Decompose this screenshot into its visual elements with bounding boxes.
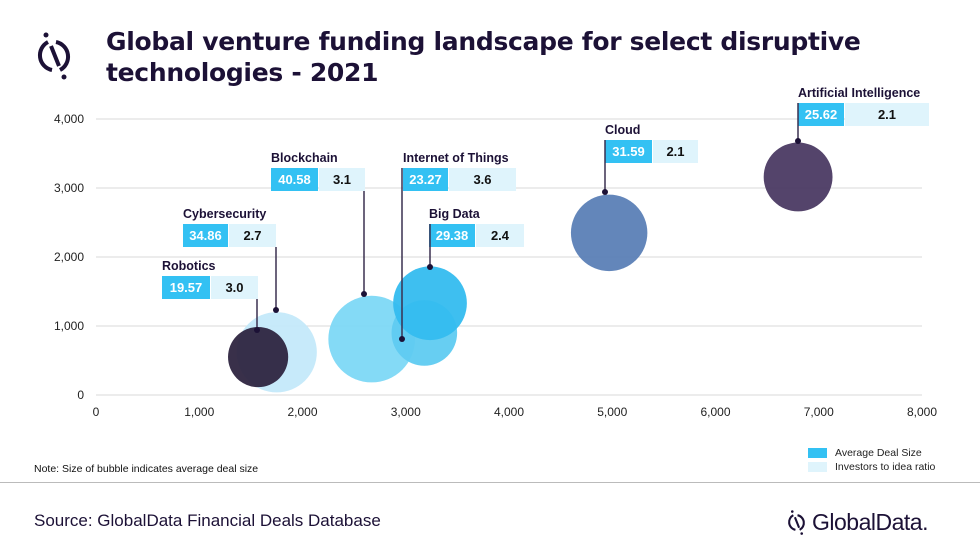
ratio-box	[319, 168, 365, 191]
ratio-box	[211, 276, 258, 299]
ratio-box	[653, 140, 698, 163]
legend: Average Deal Size Investors to idea rati…	[808, 446, 935, 474]
bubble-artificial-intelligence	[763, 142, 833, 212]
x-tick-label: 5,000	[597, 405, 627, 419]
y-tick-label: 3,000	[54, 181, 84, 195]
title-line-1: Global venture funding landscape for sel…	[106, 27, 861, 56]
chart-note: Note: Size of bubble indicates average d…	[34, 463, 259, 475]
globaldata-logo-icon	[788, 510, 805, 535]
x-tick-label: 6,000	[700, 405, 730, 419]
ratio-value: 2.4	[491, 228, 510, 243]
bubble-label: Internet of Things	[403, 151, 509, 165]
ratio-value: 2.1	[666, 144, 684, 159]
ratio-value: 3.1	[333, 172, 351, 187]
x-tick-label: 8,000	[907, 405, 937, 419]
legend-label: Investors to idea ratio	[835, 461, 936, 473]
deal-size-value: 25.62	[805, 107, 838, 122]
brand-name: GlobalData.	[812, 508, 928, 535]
ratio-box	[229, 224, 276, 247]
deal-size-box	[183, 224, 228, 247]
deal-size-box	[271, 168, 318, 191]
leader-dot	[795, 138, 801, 144]
source-text: Source: GlobalData Financial Deals Datab…	[34, 511, 381, 530]
bubble-label: Blockchain	[271, 151, 338, 165]
deal-size-value: 40.58	[278, 172, 311, 187]
bubble-label: Artificial Intelligence	[798, 86, 920, 100]
leader-dot	[273, 307, 279, 313]
y-tick-label: 1,000	[54, 319, 84, 333]
legend-item-deal-size: Average Deal Size	[808, 446, 935, 460]
bubble-cloud	[570, 194, 648, 272]
ratio-box	[449, 168, 516, 191]
legend-swatch	[808, 462, 827, 472]
bubble-robotics	[228, 326, 289, 388]
leader-dot	[427, 264, 433, 270]
legend-item-ratio: Investors to idea ratio	[808, 460, 935, 474]
ratio-value: 3.6	[473, 172, 491, 187]
bubble-blockchain	[328, 295, 415, 383]
ratio-value: 2.7	[243, 228, 261, 243]
bubble-label: Cloud	[605, 123, 640, 137]
bubble-chart: 0 1,000 2,000 3,000 4,000 0 1,000 2,000 3,000 4,0…	[54, 86, 937, 419]
deal-size-box	[429, 224, 475, 247]
ratio-box	[476, 224, 524, 247]
legend-label: Average Deal Size	[835, 447, 922, 459]
y-tick-label: 4,000	[54, 112, 84, 126]
bubble-label: Robotics	[162, 259, 216, 273]
deal-size-value: 31.59	[612, 144, 645, 159]
legend-swatch	[808, 448, 827, 458]
bubble-label: Cybersecurity	[183, 207, 266, 221]
globaldata-logo-icon	[37, 32, 71, 80]
leader-dot	[399, 336, 405, 342]
deal-size-value: 19.57	[170, 280, 203, 295]
deal-size-box	[605, 140, 652, 163]
deal-size-value: 23.27	[409, 172, 442, 187]
y-tick-label: 2,000	[54, 250, 84, 264]
ratio-value: 3.0	[225, 280, 243, 295]
title-line-2: technologies - 2021	[106, 58, 379, 87]
x-tick-label: 3,000	[391, 405, 421, 419]
x-tick-label: 4,000	[494, 405, 524, 419]
deal-size-box	[162, 276, 210, 299]
x-tick-label: 2,000	[287, 405, 317, 419]
leader-dot	[361, 291, 367, 297]
x-tick-label: 1,000	[184, 405, 214, 419]
leader-dot	[602, 189, 608, 195]
bubble-big-data	[393, 266, 467, 341]
deal-size-box	[403, 168, 448, 191]
leader-dot	[254, 327, 260, 333]
ratio-box	[845, 103, 929, 126]
deal-size-value: 29.38	[436, 228, 469, 243]
ratio-value: 2.1	[878, 107, 896, 122]
x-tick-label: 7,000	[804, 405, 834, 419]
deal-size-box	[798, 103, 844, 126]
x-tick-label: 0	[93, 405, 100, 419]
bubble-label: Big Data	[429, 207, 481, 221]
brand-logo: GlobalData.	[786, 507, 928, 537]
deal-size-value: 34.86	[189, 228, 222, 243]
y-tick-label: 0	[77, 388, 84, 402]
chart-title: Global venture funding landscape for sel…	[106, 26, 861, 88]
divider	[0, 482, 980, 483]
